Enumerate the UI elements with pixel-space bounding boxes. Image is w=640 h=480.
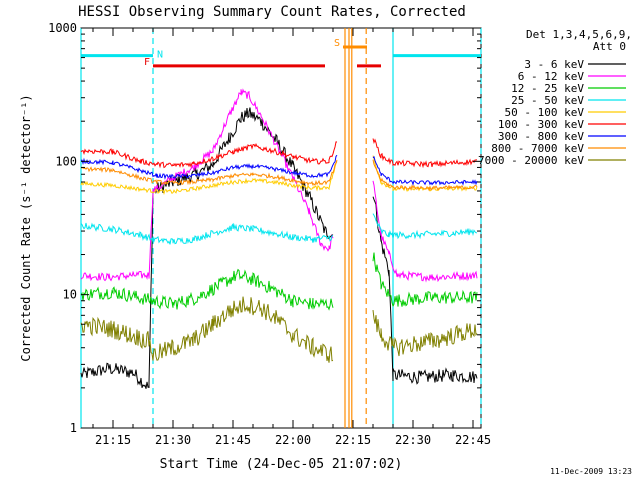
x-axis-label: Start Time (24-Dec-05 21:07:02): [160, 457, 403, 472]
legend-label-8: 7000 - 20000 keV: [478, 154, 584, 167]
legend-entry-1: 6 - 12 keV: [518, 70, 626, 83]
legend-entry-6: 300 - 800 keV: [498, 130, 626, 143]
y-axis-label: Corrected Count Rate (s⁻¹ detector⁻¹): [19, 94, 33, 361]
legend-label-6: 300 - 800 keV: [498, 130, 584, 143]
legend-label-7: 800 - 7000 keV: [491, 142, 584, 155]
series-line-1: [80, 88, 478, 283]
xtick-label-6: 22:45: [455, 433, 491, 447]
y-tick-labels: 1 10 100 1000: [48, 21, 77, 435]
legend-entry-4: 50 - 100 keV: [505, 106, 626, 119]
xtick-label-1: 21:30: [155, 433, 191, 447]
legend-label-0: 3 - 6 keV: [524, 58, 584, 71]
flag-N-label: N: [157, 50, 163, 61]
series-line-3: [80, 213, 478, 245]
x-tick-labels: 21:15 21:30 21:45 22:00 22:15 22:30 22:45: [95, 433, 491, 447]
flag-F-label: F: [144, 57, 150, 68]
xtick-label-2: 21:45: [215, 433, 251, 447]
legend-title-line2: Att 0: [593, 40, 626, 53]
xtick-label-3: 22:00: [275, 433, 311, 447]
flag-S-label: S: [334, 38, 340, 49]
legend-label-3: 25 - 50 keV: [511, 94, 584, 107]
series-line-8: [80, 296, 478, 363]
legend-label-4: 50 - 100 keV: [505, 106, 585, 119]
chart-title: HESSI Observing Summary Count Rates, Cor…: [78, 4, 466, 20]
legend-label-2: 12 - 25 keV: [511, 82, 584, 95]
plot-frame: [80, 27, 482, 429]
legend-entry-0: 3 - 6 keV: [524, 58, 626, 71]
xtick-label-4: 22:15: [335, 433, 371, 447]
series-line-2: [80, 252, 478, 311]
legend-entry-3: 25 - 50 keV: [511, 94, 626, 107]
xtick-label-0: 21:15: [95, 433, 131, 447]
ytick-label-1: 10: [63, 288, 77, 302]
legend-label-5: 100 - 300 keV: [498, 118, 584, 131]
legend-entry-7: 800 - 7000 keV: [491, 142, 626, 155]
ytick-label-3: 1000: [48, 21, 77, 35]
series-line-6: [80, 154, 478, 186]
ytick-label-0: 1: [70, 421, 77, 435]
plot-area: NF S: [80, 27, 482, 429]
legend-entry-2: 12 - 25 keV: [511, 82, 626, 95]
legend-label-1: 6 - 12 keV: [518, 70, 585, 83]
footer-timestamp: 11-Dec-2009 13:23: [550, 467, 632, 476]
legend-entry-8: 7000 - 20000 keV: [478, 154, 626, 167]
legend-entry-5: 100 - 300 keV: [498, 118, 626, 131]
series-line-5: [80, 138, 478, 169]
xtick-label-5: 22:30: [395, 433, 431, 447]
legend-title-line1: Det 1,3,4,5,6,9,: [526, 28, 632, 41]
series-line-7: [80, 159, 478, 192]
ytick-label-2: 100: [55, 154, 77, 168]
